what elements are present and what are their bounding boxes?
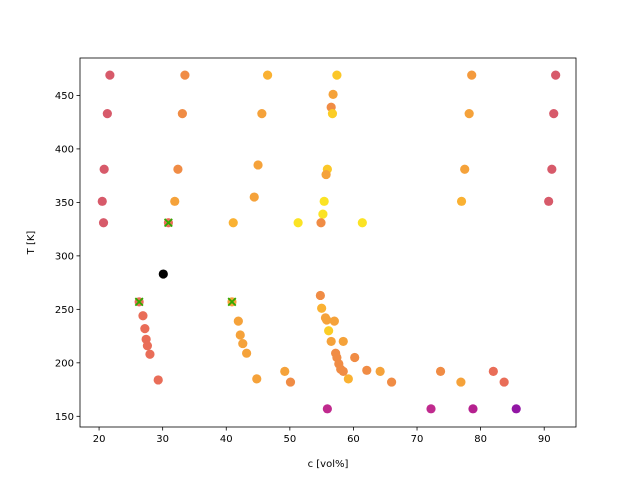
x-axis-ticks: 20 30 40 50 60 70 80 90	[93, 427, 551, 445]
data-point	[324, 326, 334, 336]
x-tick-label: 90	[538, 434, 551, 445]
data-point	[338, 366, 348, 376]
data-point	[180, 70, 190, 80]
y-tick-label: 150	[55, 412, 74, 423]
data-point	[235, 330, 245, 340]
data-point	[97, 196, 107, 206]
plot-frame	[79, 57, 577, 428]
data-point	[99, 164, 109, 174]
data-point	[140, 324, 150, 334]
y-tick-label: 450	[55, 91, 74, 102]
data-point	[343, 374, 353, 384]
data-point	[158, 269, 168, 279]
data-point	[319, 196, 329, 206]
data-point	[238, 338, 248, 349]
y-axis-ticks: 150 200 250 300 350 400 450	[55, 91, 80, 423]
data-point	[350, 352, 360, 363]
data-point	[468, 404, 478, 414]
data-point	[228, 218, 238, 228]
data-point	[511, 404, 521, 414]
data-point	[317, 303, 327, 313]
data-point	[375, 366, 385, 376]
data-point	[105, 70, 115, 80]
data-point	[249, 192, 259, 202]
x-tick-label: 40	[220, 434, 233, 445]
x-tick-label: 20	[93, 434, 106, 445]
data-point	[551, 70, 561, 80]
data-point	[318, 209, 328, 219]
data-point	[456, 196, 467, 206]
data-point	[329, 316, 339, 326]
x-axis-label: c [vol%]	[308, 459, 349, 470]
data-point	[98, 218, 109, 228]
data-point	[386, 377, 397, 387]
data-point	[102, 109, 112, 119]
data-point	[549, 109, 559, 119]
data-point	[547, 164, 557, 174]
data-point	[177, 109, 187, 119]
data-point	[242, 348, 252, 358]
data-point	[488, 366, 498, 376]
data-point	[464, 109, 474, 119]
data-point	[456, 377, 466, 387]
x-tick-label: 50	[283, 434, 296, 445]
x-tick-label: 80	[474, 434, 487, 445]
data-point	[357, 218, 367, 228]
data-point	[262, 70, 273, 80]
x-marker	[227, 297, 237, 307]
data-point	[280, 366, 290, 376]
data-point	[316, 218, 326, 228]
data-point	[321, 169, 331, 180]
data-point	[332, 70, 342, 80]
data-point	[338, 336, 348, 347]
data-point	[362, 365, 372, 375]
data-point	[257, 109, 267, 119]
x-tick-label: 70	[411, 434, 424, 445]
data-point	[426, 404, 436, 414]
data-point	[326, 336, 336, 347]
y-tick-label: 400	[55, 144, 74, 155]
data-point	[170, 196, 180, 206]
data-point	[322, 315, 332, 325]
data-point	[293, 218, 303, 228]
y-tick-label: 350	[55, 198, 74, 209]
y-tick-label: 200	[55, 358, 74, 369]
data-point	[322, 404, 332, 414]
data-point	[138, 311, 148, 321]
data-point	[467, 70, 477, 80]
data-point	[285, 377, 296, 387]
x-marker	[163, 218, 173, 228]
data-point	[233, 316, 243, 326]
data-point	[328, 89, 338, 99]
x-marker	[134, 297, 144, 307]
data-point	[435, 366, 446, 376]
data-point	[252, 374, 262, 384]
data-point	[327, 109, 338, 119]
data-point	[499, 377, 509, 387]
data-point	[253, 160, 263, 170]
data-points	[97, 70, 561, 414]
data-point	[544, 196, 554, 206]
y-tick-label: 250	[55, 305, 74, 316]
y-tick-label: 300	[55, 251, 74, 262]
data-point	[173, 164, 183, 174]
x-tick-label: 30	[156, 434, 169, 445]
data-point	[153, 375, 163, 385]
data-point	[315, 290, 325, 301]
data-point	[460, 164, 470, 174]
y-axis-label: T [K]	[26, 231, 37, 256]
data-point	[145, 349, 155, 359]
x-tick-label: 60	[347, 434, 360, 445]
data-point	[142, 341, 153, 351]
